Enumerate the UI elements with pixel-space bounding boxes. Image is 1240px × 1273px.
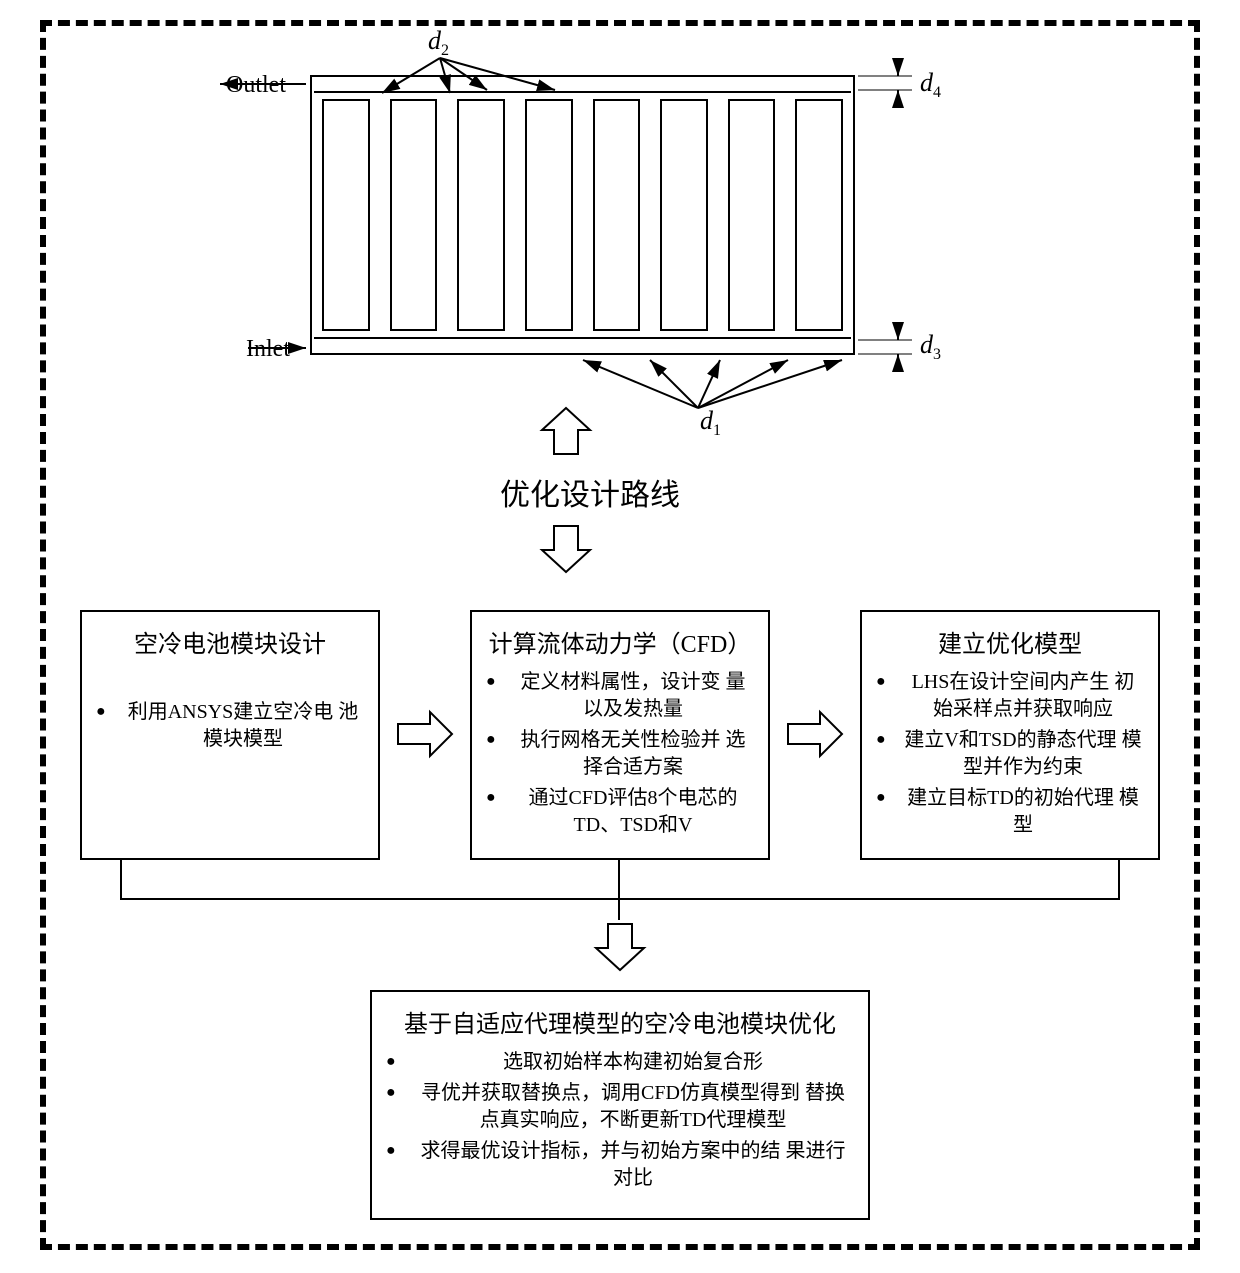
- d1-label: d1: [700, 406, 721, 440]
- right-hollow-arrow-icon: [782, 706, 848, 762]
- box-adaptive-opt: 基于自适应代理模型的空冷电池模块优化 选取初始样本构建初始复合形 寻优并获取替换…: [370, 990, 870, 1220]
- box-c-item: 建立目标TD的初始代理 模型: [876, 785, 1144, 839]
- battery-cell-row: [322, 99, 843, 331]
- d3-label: d3: [920, 330, 941, 364]
- d4-label: d4: [920, 68, 941, 102]
- box-module-design: 空冷电池模块设计 利用ANSYS建立空冷电 池模块模型: [80, 610, 380, 860]
- box-d-item: 寻优并获取替换点，调用CFD仿真模型得到 替换点真实响应，不断更新TD代理模型: [386, 1080, 854, 1134]
- battery-cell: [525, 99, 573, 331]
- battery-cell: [660, 99, 708, 331]
- battery-schematic: [310, 75, 855, 355]
- connector-line: [618, 900, 620, 920]
- connector-line: [618, 860, 620, 900]
- box-b-item: 定义材料属性，设计变 量以及发热量: [486, 669, 754, 723]
- box-a-title: 空冷电池模块设计: [96, 624, 364, 659]
- up-hollow-arrow-icon: [536, 404, 596, 460]
- connector-line: [1118, 860, 1120, 900]
- inlet-label: Inlet: [246, 336, 290, 363]
- battery-pack-outline: [310, 75, 855, 355]
- box-d-item: 求得最优设计指标，并与初始方案中的结 果进行对比: [386, 1138, 854, 1192]
- box-a-item: 利用ANSYS建立空冷电 池模块模型: [96, 699, 364, 753]
- down-hollow-arrow-icon: [590, 918, 650, 974]
- battery-cell: [795, 99, 843, 331]
- box-opt-model: 建立优化模型 LHS在设计空间内产生 初始采样点并获取响应 建立V和TSD的静态…: [860, 610, 1160, 860]
- outlet-label: Outlet: [226, 72, 286, 99]
- box-d-item: 选取初始样本构建初始复合形: [386, 1049, 854, 1076]
- d2-label: d2: [428, 26, 449, 60]
- box-cfd: 计算流体动力学（CFD） 定义材料属性，设计变 量以及发热量 执行网格无关性检验…: [470, 610, 770, 860]
- box-b-item: 执行网格无关性检验并 选择合适方案: [486, 727, 754, 781]
- battery-cell: [728, 99, 776, 331]
- box-b-title: 计算流体动力学（CFD）: [486, 624, 754, 659]
- battery-cell: [457, 99, 505, 331]
- right-hollow-arrow-icon: [392, 706, 458, 762]
- box-b-item: 通过CFD评估8个电芯的 TD、TSD和V: [486, 785, 754, 839]
- outlet-plenum-line: [314, 91, 851, 93]
- battery-cell: [390, 99, 438, 331]
- box-d-title: 基于自适应代理模型的空冷电池模块优化: [386, 1004, 854, 1039]
- battery-cell: [593, 99, 641, 331]
- down-hollow-arrow-icon: [536, 520, 596, 576]
- connector-line: [120, 898, 1120, 900]
- design-route-title: 优化设计路线: [500, 470, 680, 514]
- battery-cell: [322, 99, 370, 331]
- box-c-item: 建立V和TSD的静态代理 模型并作为约束: [876, 727, 1144, 781]
- box-c-item: LHS在设计空间内产生 初始采样点并获取响应: [876, 669, 1144, 723]
- connector-line: [120, 860, 122, 900]
- box-c-title: 建立优化模型: [876, 624, 1144, 659]
- inlet-plenum-line: [314, 337, 851, 339]
